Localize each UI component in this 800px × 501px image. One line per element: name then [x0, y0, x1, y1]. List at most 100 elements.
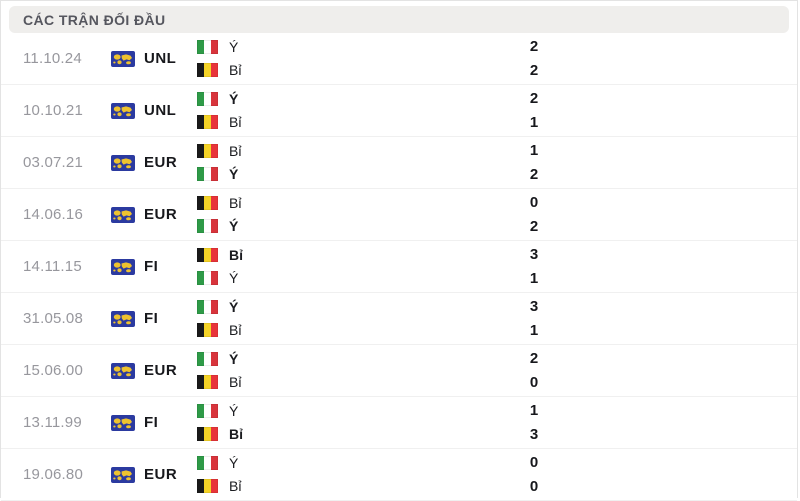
match-list: 11.10.24 UNL Ý	[1, 33, 797, 501]
competition-cell: FI	[111, 397, 197, 448]
competition-label: FI	[144, 310, 159, 327]
home-team-score: 0	[529, 194, 539, 212]
home-team-flag-icon	[197, 247, 218, 262]
competition-cell: FI	[111, 293, 197, 344]
away-team-line: Bỉ	[197, 320, 241, 340]
match-row[interactable]: 31.05.08 FI Ý	[1, 293, 797, 345]
home-team-line: Ý	[197, 453, 241, 473]
away-team-score: 2	[529, 165, 539, 183]
score-cell: 2 1	[521, 85, 547, 136]
home-team-score: 0	[529, 454, 539, 472]
score-cell: 2 2	[521, 33, 547, 84]
away-team-line: Ý	[197, 164, 241, 184]
away-team-name: Bỉ	[229, 114, 242, 131]
home-team-name: Ý	[229, 298, 239, 315]
away-team-score: 1	[529, 113, 539, 131]
score-cell: 3 1	[521, 241, 547, 292]
away-team-score: 1	[529, 269, 539, 287]
score-cell: 1 3	[521, 397, 547, 448]
home-team-flag-icon	[197, 403, 218, 418]
score-cell: 1 2	[521, 137, 547, 188]
home-team-line: Ý	[197, 349, 241, 369]
match-date: 03.07.21	[23, 154, 83, 171]
world-icon	[111, 258, 135, 275]
home-team-flag-icon	[197, 455, 218, 470]
away-team-flag-icon	[197, 323, 218, 338]
home-team-flag-icon	[197, 143, 218, 158]
teams-cell: Bỉ Ý	[197, 241, 243, 292]
home-team-flag-icon	[197, 299, 218, 314]
home-team-line: Ý	[197, 89, 241, 109]
home-team-flag-icon	[197, 351, 218, 366]
match-row[interactable]: 13.11.99 FI Ý	[1, 397, 797, 449]
home-team-name: Ý	[229, 38, 239, 55]
teams-cell: Ý Bỉ	[197, 33, 241, 84]
match-row[interactable]: 03.07.21 EUR Bỉ	[1, 137, 797, 189]
match-row[interactable]: 14.06.16 EUR Bỉ	[1, 189, 797, 241]
home-team-name: Ý	[229, 454, 239, 471]
away-team-name: Ý	[229, 270, 239, 287]
teams-cell: Bỉ Ý	[197, 189, 241, 240]
section-title: CÁC TRẬN ĐỐI ĐẦU	[23, 11, 166, 28]
away-team-line: Bỉ	[197, 476, 241, 496]
home-team-line: Ý	[197, 401, 243, 421]
match-date: 31.05.08	[23, 310, 83, 327]
competition-label: EUR	[144, 154, 178, 171]
home-team-name: Bỉ	[229, 142, 242, 159]
away-team-score: 2	[529, 217, 539, 235]
away-team-score: 3	[529, 425, 539, 443]
competition-cell: EUR	[111, 449, 197, 500]
world-icon	[111, 206, 135, 223]
match-row[interactable]: 19.06.80 EUR Ý	[1, 449, 797, 501]
home-team-name: Ý	[229, 350, 239, 367]
away-team-flag-icon	[197, 271, 218, 286]
match-date: 15.06.00	[23, 362, 83, 379]
competition-cell: UNL	[111, 33, 197, 84]
away-team-flag-icon	[197, 479, 218, 494]
match-date: 19.06.80	[23, 466, 83, 483]
home-team-line: Bỉ	[197, 141, 241, 161]
match-row[interactable]: 14.11.15 FI Bỉ	[1, 241, 797, 293]
match-date: 14.11.15	[23, 258, 82, 275]
competition-label: EUR	[144, 206, 178, 223]
away-team-score: 0	[529, 373, 539, 391]
home-team-score: 2	[529, 38, 539, 56]
world-icon	[111, 466, 135, 483]
away-team-line: Bỉ	[197, 60, 241, 80]
match-row[interactable]: 15.06.00 EUR Ý	[1, 345, 797, 397]
away-team-line: Bỉ	[197, 424, 243, 444]
away-team-flag-icon	[197, 427, 218, 442]
away-team-flag-icon	[197, 115, 218, 130]
match-row[interactable]: 10.10.21 UNL Ý	[1, 85, 797, 137]
teams-cell: Ý Bỉ	[197, 449, 241, 500]
away-team-name: Bỉ	[229, 374, 242, 391]
match-date: 13.11.99	[23, 414, 82, 431]
competition-cell: UNL	[111, 85, 197, 136]
home-team-score: 2	[529, 90, 539, 108]
score-cell: 0 2	[521, 189, 547, 240]
home-team-line: Ý	[197, 297, 241, 317]
home-team-score: 2	[529, 350, 539, 368]
competition-cell: EUR	[111, 345, 197, 396]
home-team-name: Ý	[229, 402, 239, 419]
competition-cell: EUR	[111, 137, 197, 188]
world-icon	[111, 414, 135, 431]
competition-label: FI	[144, 414, 159, 431]
match-row[interactable]: 11.10.24 UNL Ý	[1, 33, 797, 85]
away-team-score: 2	[529, 61, 539, 79]
teams-cell: Ý Bỉ	[197, 397, 243, 448]
home-team-name: Bỉ	[229, 194, 242, 211]
home-team-line: Ý	[197, 37, 241, 57]
world-icon	[111, 50, 135, 67]
teams-cell: Ý Bỉ	[197, 293, 241, 344]
away-team-line: Ý	[197, 216, 241, 236]
away-team-line: Ý	[197, 268, 243, 288]
away-team-name: Bỉ	[229, 426, 243, 443]
home-team-score: 1	[529, 402, 539, 420]
score-cell: 2 0	[521, 345, 547, 396]
match-date: 11.10.24	[23, 50, 82, 67]
away-team-name: Ý	[229, 166, 239, 183]
competition-label: EUR	[144, 466, 178, 483]
home-team-flag-icon	[197, 91, 218, 106]
